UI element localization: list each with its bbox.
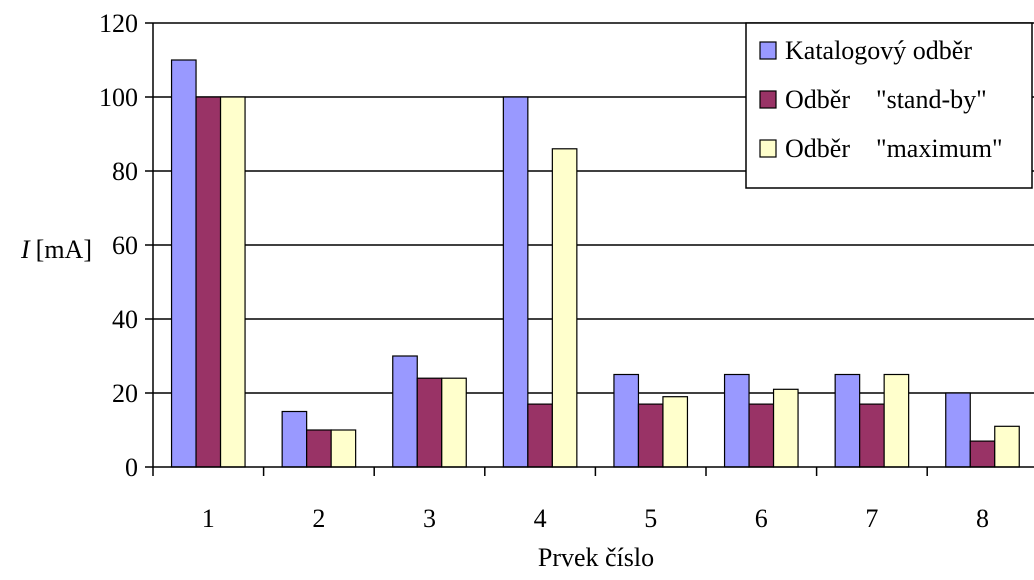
bar [859, 403, 885, 468]
legend-label: Odběr "stand-by" [785, 85, 987, 114]
bar [281, 410, 308, 468]
y-tick-label: 20 [112, 379, 138, 408]
bar [723, 373, 750, 468]
x-axis-label: Prvek číslo [538, 543, 654, 572]
bar [883, 373, 910, 468]
y-tick-label: 0 [125, 453, 138, 482]
x-tick-label: 6 [755, 504, 768, 533]
x-tick-label: 4 [534, 504, 547, 533]
x-tick-label: 2 [312, 504, 325, 533]
y-tick-label: 100 [99, 83, 138, 112]
bar [219, 96, 246, 468]
bar [613, 373, 640, 468]
bar [637, 403, 664, 468]
x-tick-label: 5 [644, 504, 657, 533]
y-tick-label: 120 [99, 9, 138, 38]
bar [330, 429, 357, 468]
legend-swatch [759, 90, 777, 109]
x-tick-label: 3 [423, 504, 436, 533]
bar [441, 377, 467, 468]
x-tick-label: 1 [202, 504, 215, 533]
y-tick-label: 80 [112, 157, 138, 186]
x-tick-label: 7 [865, 504, 878, 533]
bar [994, 425, 1020, 468]
bar [195, 96, 222, 468]
bar [662, 396, 689, 468]
legend: Katalogový odběr Odběr "stand-by" Odběr "m… [745, 22, 1033, 189]
legend-label: Odběr "maximum" [785, 134, 1003, 163]
legend-label: Katalogový odběr [785, 36, 972, 65]
axes [145, 22, 1034, 476]
bar [170, 59, 197, 468]
bar [306, 429, 332, 468]
bar [834, 373, 861, 468]
bars [170, 59, 1020, 468]
bar [551, 148, 578, 468]
bar [945, 392, 971, 468]
bar [772, 388, 799, 468]
y-tick-label: 40 [112, 305, 138, 334]
bar [969, 440, 996, 468]
x-tick-labels: 1 2 3 4 5 6 7 8 [202, 504, 989, 533]
legend-swatch [759, 41, 777, 60]
y-axis-label: I [mA] [20, 235, 92, 264]
bar [748, 403, 775, 468]
x-tick-label: 8 [976, 504, 989, 533]
legend-box [745, 22, 1033, 189]
bar [392, 355, 418, 468]
bar [502, 96, 529, 468]
y-tick-label: 60 [112, 231, 138, 260]
bar [416, 377, 443, 468]
y-tick-labels: 0 20 40 60 80 100 120 [99, 9, 138, 482]
bar [527, 403, 553, 468]
legend-swatch [759, 139, 777, 158]
